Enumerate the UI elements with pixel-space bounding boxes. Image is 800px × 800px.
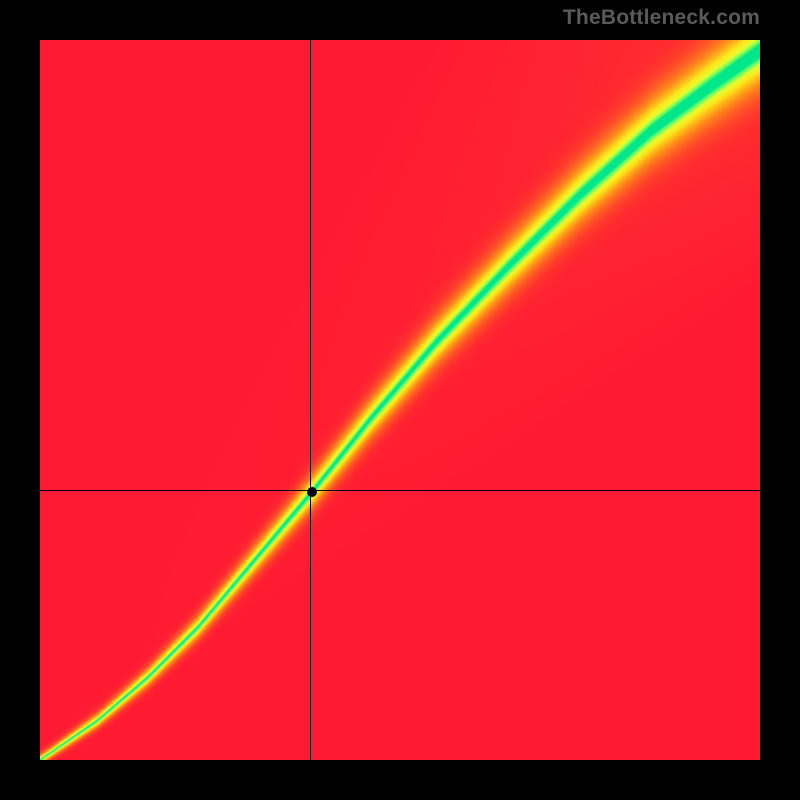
watermark-text: TheBottleneck.com xyxy=(563,6,760,30)
heatmap-plot xyxy=(40,40,760,760)
crosshair-horizontal-line xyxy=(40,490,760,491)
crosshair-marker-dot xyxy=(307,487,317,497)
crosshair-vertical-line xyxy=(310,40,311,760)
heatmap-canvas xyxy=(40,40,760,760)
